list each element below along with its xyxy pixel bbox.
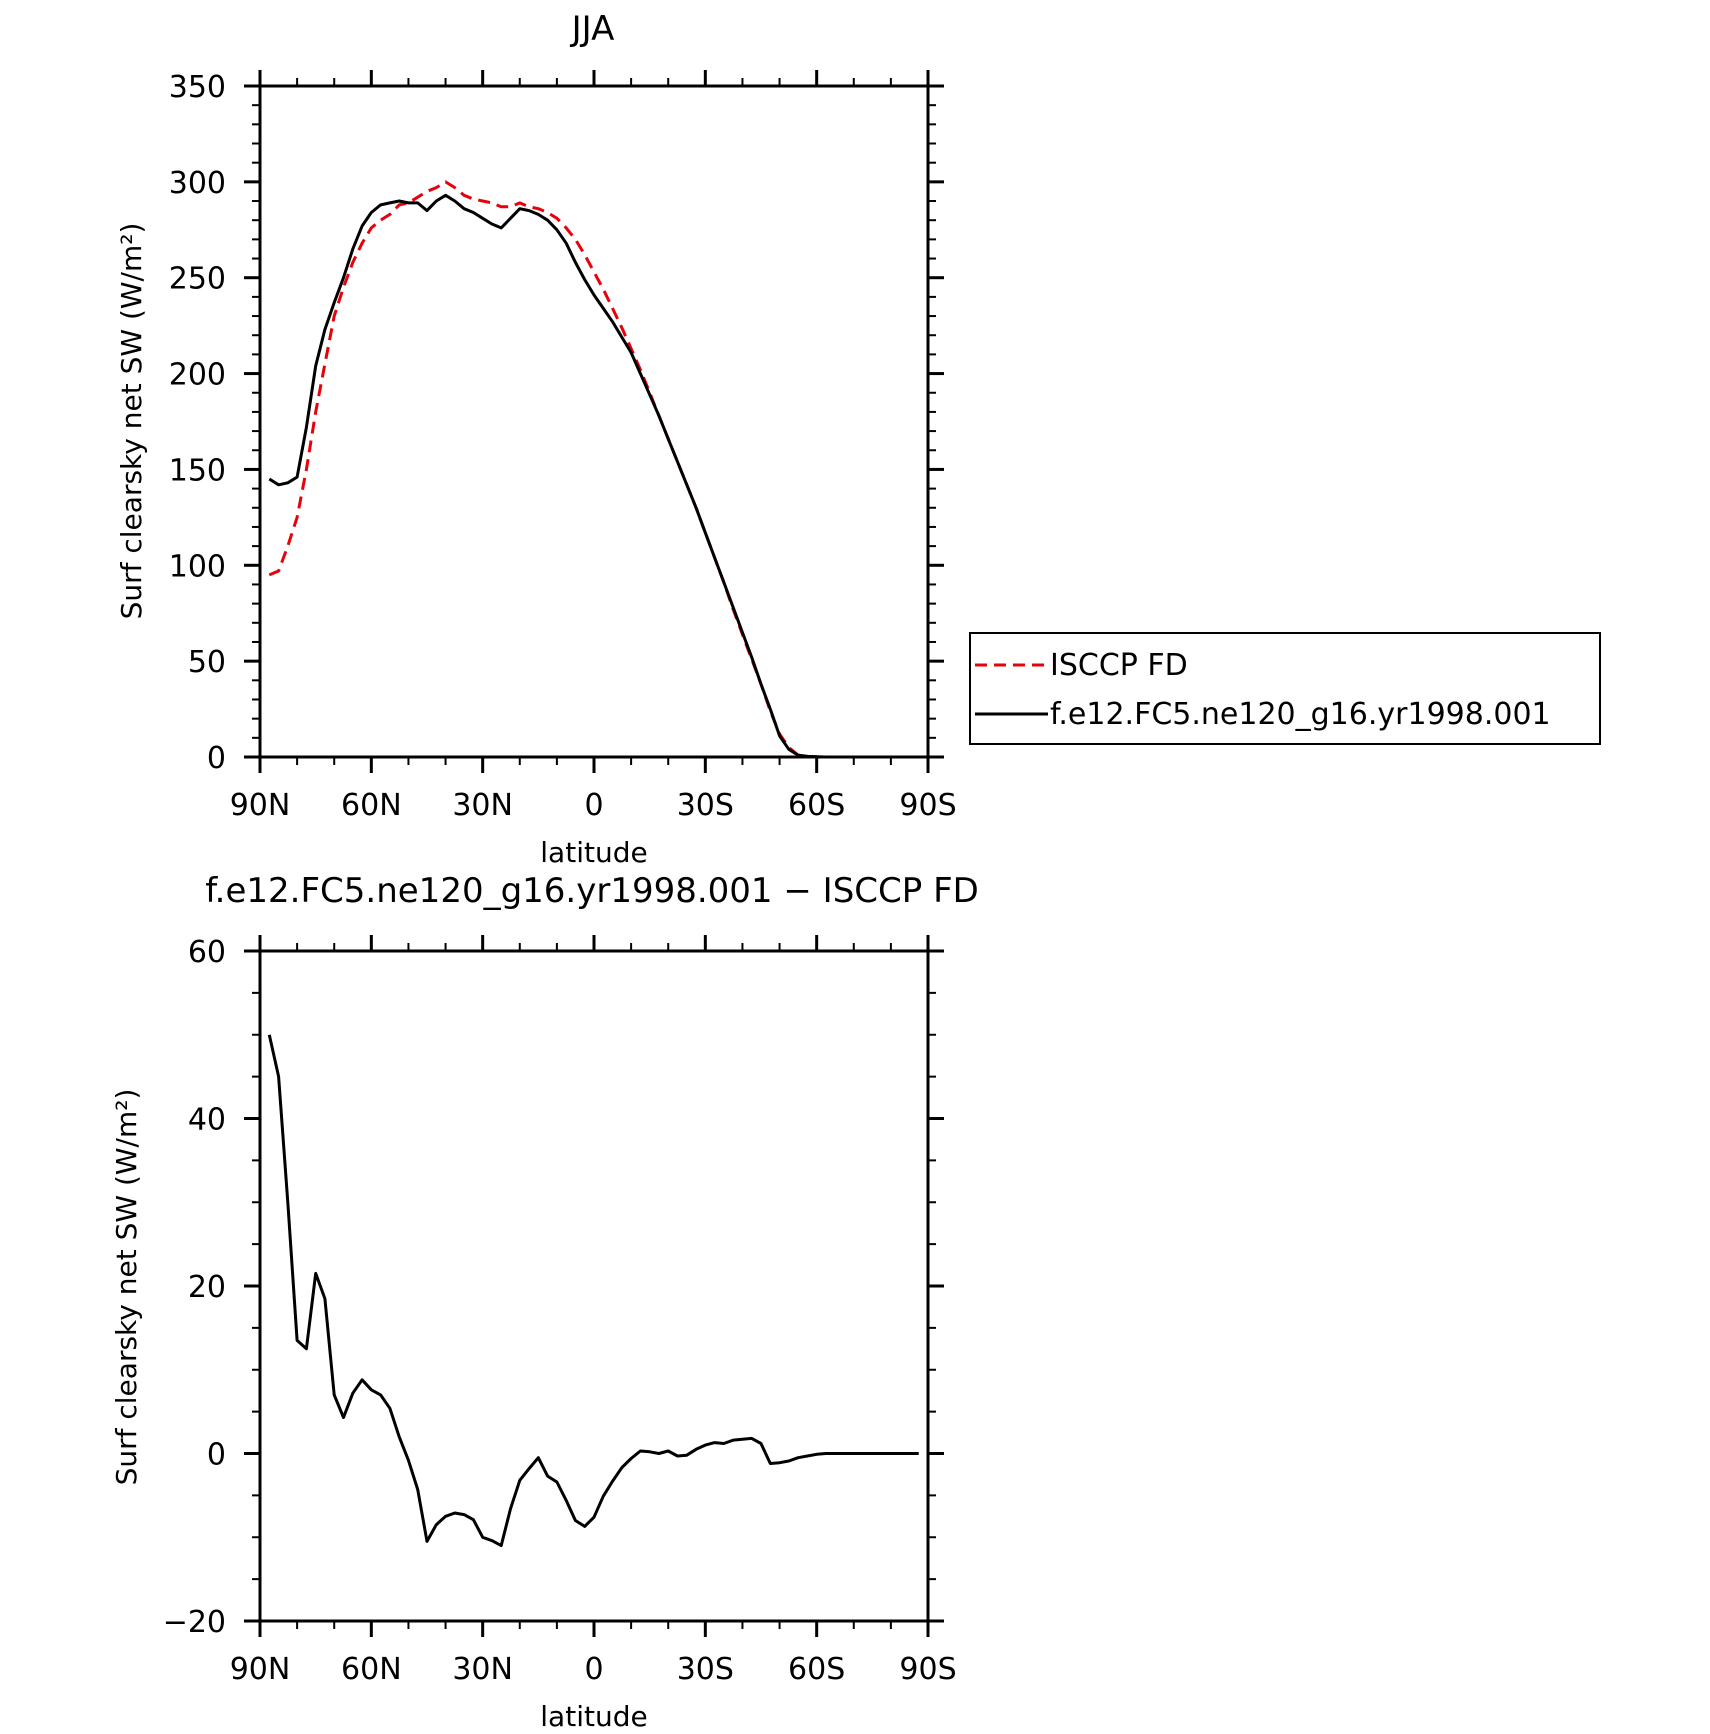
bottom-y-tick-label: 40 xyxy=(188,1103,226,1138)
top-plot-area: 90N 60N 30N 0 30S 60S 90S 0 50 100 150 200 250 300 350 xyxy=(169,70,957,823)
bottom-x-axis-label: latitude xyxy=(540,1700,647,1733)
top-x-tick-label: 90N xyxy=(230,788,291,823)
top-x-tick-label: 0 xyxy=(584,788,603,823)
top-x-tick-label: 60S xyxy=(788,788,845,823)
top-y-tick-label: 100 xyxy=(169,549,226,584)
top-y-tick-label: 200 xyxy=(169,358,226,393)
bottom-x-tick-label: 60S xyxy=(788,1652,845,1687)
top-x-tick-label: 30S xyxy=(677,788,734,823)
legend-label-isccp: ISCCP FD xyxy=(1050,648,1188,683)
top-series-line-0 xyxy=(268,180,919,759)
top-tick-labels: 90N 60N 30N 0 30S 60S 90S 0 50 100 150 200 250 300 350 xyxy=(169,70,957,823)
top-x-axis-label: latitude xyxy=(540,836,647,869)
bottom-y-axis-label: Surf clearsky net SW (W/m²) xyxy=(110,1089,143,1486)
bottom-x-tick-label: 30S xyxy=(677,1652,734,1687)
top-y-tick-label: 350 xyxy=(169,70,226,105)
bottom-x-tick-label: 30N xyxy=(452,1652,513,1687)
bottom-tick-marks xyxy=(244,935,944,1637)
top-chart-title: JJA xyxy=(570,9,615,49)
bottom-y-tick-label: 20 xyxy=(188,1270,226,1305)
top-x-tick-label: 60N xyxy=(341,788,402,823)
top-y-tick-label: 150 xyxy=(169,453,226,488)
bottom-chart-title: f.e12.FC5.ne120_g16.yr1998.001 − ISCCP F… xyxy=(205,871,979,911)
top-chart-panel: JJA 90N 60N 30N 0 30S 60S 90S 0 50 100 150 200 250 30… xyxy=(115,9,1601,869)
top-y-tick-label: 50 xyxy=(188,645,226,680)
top-y-tick-label: 300 xyxy=(169,166,226,201)
top-series-lines xyxy=(268,180,919,759)
bottom-tick-labels: 90N 60N 30N 0 30S 60S 90S −20 0 20 40 60 xyxy=(163,935,957,1687)
bottom-plot-area: 90N 60N 30N 0 30S 60S 90S −20 0 20 40 60 xyxy=(163,935,957,1687)
bottom-chart-panel: f.e12.FC5.ne120_g16.yr1998.001 − ISCCP F… xyxy=(110,871,979,1733)
bottom-x-tick-label: 60N xyxy=(341,1652,402,1687)
top-plot-frame xyxy=(258,84,930,759)
bottom-x-tick-label: 0 xyxy=(584,1652,603,1687)
legend-label-model: f.e12.FC5.ne120_g16.yr1998.001 xyxy=(1050,697,1551,732)
top-y-tick-label: 0 xyxy=(207,741,226,776)
bottom-plot-frame xyxy=(258,949,930,1623)
top-series-line-1 xyxy=(268,193,919,759)
legend-box xyxy=(969,632,1601,745)
bottom-x-tick-label: 90N xyxy=(230,1652,291,1687)
legend: ISCCP FD f.e12.FC5.ne120_g16.yr1998.001 xyxy=(969,632,1601,745)
bottom-y-tick-label: −20 xyxy=(163,1605,226,1640)
top-x-tick-label: 30N xyxy=(452,788,513,823)
top-x-tick-label: 90S xyxy=(899,788,956,823)
bottom-y-tick-label: 60 xyxy=(188,935,226,970)
top-tick-marks xyxy=(244,70,944,773)
top-y-axis-label: Surf clearsky net SW (W/m²) xyxy=(115,223,148,620)
bottom-series-lines xyxy=(267,1034,919,1548)
bottom-y-tick-label: 0 xyxy=(207,1438,226,1473)
bottom-x-tick-label: 90S xyxy=(899,1652,956,1687)
top-y-tick-label: 250 xyxy=(169,262,226,297)
bottom-series-line-0 xyxy=(267,1034,919,1548)
